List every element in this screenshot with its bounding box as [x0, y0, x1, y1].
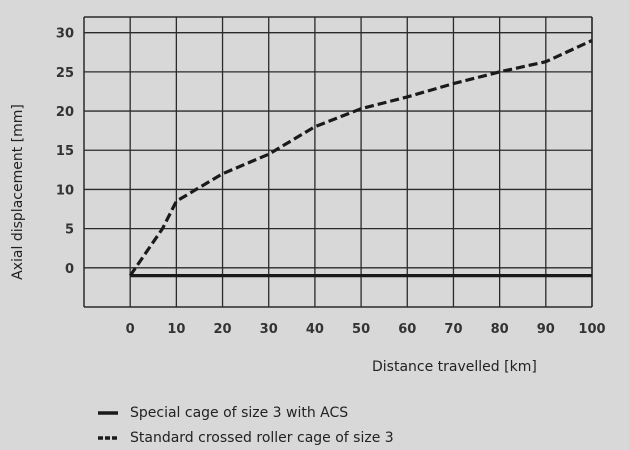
x-axis-title: Distance travelled [km]	[372, 359, 537, 375]
x-tick-label: 0	[126, 322, 135, 337]
x-tick-label: 100	[578, 322, 605, 337]
legend-swatch-solid	[98, 410, 118, 415]
legend-swatch-dashed	[98, 435, 118, 440]
series-layer	[128, 39, 593, 278]
y-tick-label: 25	[56, 66, 74, 81]
y-tick-label: 10	[56, 183, 74, 198]
x-tick-label: 90	[537, 322, 555, 337]
x-tick-label: 40	[306, 322, 324, 337]
y-axis-title: Axial displacement [mm]	[10, 104, 26, 280]
x-tick-label: 50	[352, 322, 370, 337]
x-tick-label: 30	[260, 322, 278, 337]
legend-label-solid: Special cage of size 3 with ACS	[130, 404, 349, 421]
x-tick-label: 20	[213, 322, 231, 337]
series-line-dashed	[128, 39, 593, 277]
y-tick-label: 5	[65, 223, 74, 238]
y-tick-label: 0	[65, 262, 74, 277]
y-tick-labels: 0 5 10 15 20 25 30	[56, 27, 74, 277]
y-tick-label: 30	[56, 27, 74, 42]
x-tick-label: 60	[398, 322, 416, 337]
grid	[83, 16, 593, 308]
x-tick-label: 70	[444, 322, 462, 337]
legend-label-dashed: Standard crossed roller cage of size 3	[130, 429, 394, 446]
legend-item-dashed: Standard crossed roller cage of size 3	[98, 425, 394, 450]
x-tick-label: 80	[491, 322, 509, 337]
legend: Special cage of size 3 with ACS Standard…	[98, 400, 394, 450]
x-tick-label: 10	[167, 322, 185, 337]
x-tick-labels: 0 10 20 30 40 50 60 70 80 90 100	[126, 322, 606, 337]
y-tick-label: 15	[56, 144, 74, 159]
plot-area-background	[84, 17, 592, 307]
y-tick-label: 20	[56, 105, 74, 120]
legend-item-solid: Special cage of size 3 with ACS	[98, 400, 394, 425]
